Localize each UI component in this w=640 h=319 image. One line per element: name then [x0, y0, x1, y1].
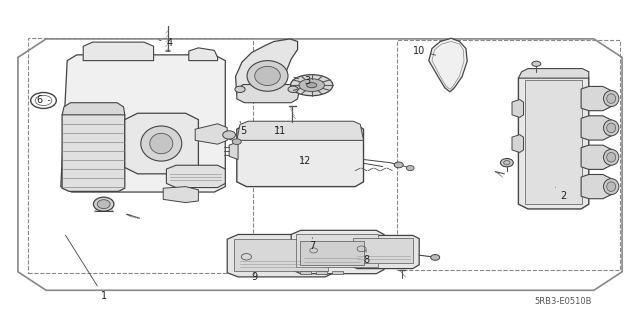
Ellipse shape	[607, 152, 616, 162]
Polygon shape	[512, 135, 524, 152]
Ellipse shape	[394, 162, 403, 168]
Text: 11: 11	[273, 126, 286, 136]
Text: 7: 7	[309, 238, 316, 251]
Polygon shape	[236, 39, 298, 100]
Polygon shape	[229, 142, 238, 160]
Ellipse shape	[307, 83, 317, 88]
Polygon shape	[237, 121, 364, 140]
Text: 5: 5	[240, 121, 246, 136]
Ellipse shape	[288, 86, 298, 93]
Bar	[397, 40, 620, 270]
Polygon shape	[227, 234, 334, 277]
Polygon shape	[512, 100, 524, 117]
Bar	[316, 271, 327, 274]
Ellipse shape	[504, 160, 510, 165]
Text: 9: 9	[252, 272, 258, 282]
Polygon shape	[581, 145, 611, 169]
Text: 10: 10	[413, 46, 436, 56]
Text: 3: 3	[294, 76, 310, 86]
Text: 4: 4	[159, 38, 173, 48]
Ellipse shape	[607, 94, 616, 103]
Ellipse shape	[255, 66, 280, 85]
Bar	[28, 38, 253, 273]
Ellipse shape	[150, 133, 173, 154]
Polygon shape	[166, 165, 225, 188]
Polygon shape	[61, 55, 225, 192]
Bar	[332, 271, 343, 274]
Polygon shape	[349, 235, 419, 269]
Ellipse shape	[291, 75, 333, 96]
Ellipse shape	[500, 159, 513, 167]
Bar	[296, 234, 378, 267]
Ellipse shape	[247, 61, 288, 91]
Ellipse shape	[431, 255, 440, 260]
Ellipse shape	[604, 120, 619, 136]
Bar	[300, 241, 364, 265]
Polygon shape	[581, 86, 611, 111]
Ellipse shape	[141, 126, 182, 161]
Ellipse shape	[604, 91, 619, 107]
Ellipse shape	[607, 123, 616, 133]
Bar	[525, 80, 582, 204]
Text: 6: 6	[36, 95, 50, 106]
Text: 8: 8	[363, 250, 369, 265]
Polygon shape	[326, 250, 342, 265]
Polygon shape	[195, 124, 227, 144]
Polygon shape	[581, 116, 611, 140]
Polygon shape	[518, 73, 589, 209]
Bar	[300, 271, 311, 274]
Polygon shape	[518, 69, 589, 78]
Ellipse shape	[235, 86, 245, 93]
Polygon shape	[237, 85, 300, 103]
Polygon shape	[581, 174, 611, 199]
Bar	[234, 239, 328, 271]
Ellipse shape	[223, 131, 236, 139]
Ellipse shape	[406, 166, 414, 171]
Ellipse shape	[299, 79, 324, 92]
Ellipse shape	[604, 149, 619, 165]
Ellipse shape	[93, 197, 114, 211]
Bar	[353, 238, 413, 263]
Ellipse shape	[532, 61, 541, 66]
Ellipse shape	[97, 200, 110, 209]
Ellipse shape	[604, 179, 619, 195]
Polygon shape	[237, 124, 364, 187]
Polygon shape	[163, 187, 198, 203]
Polygon shape	[62, 110, 125, 191]
Text: 5RB3-E0510B: 5RB3-E0510B	[534, 297, 592, 306]
Polygon shape	[125, 113, 198, 174]
Text: 2: 2	[556, 187, 566, 201]
Polygon shape	[83, 42, 154, 61]
Text: 12: 12	[299, 156, 312, 166]
Polygon shape	[291, 230, 384, 274]
Polygon shape	[189, 48, 218, 61]
Polygon shape	[62, 103, 125, 115]
Ellipse shape	[232, 139, 241, 145]
Text: 1: 1	[65, 235, 107, 301]
Ellipse shape	[607, 182, 616, 191]
Polygon shape	[429, 38, 467, 92]
